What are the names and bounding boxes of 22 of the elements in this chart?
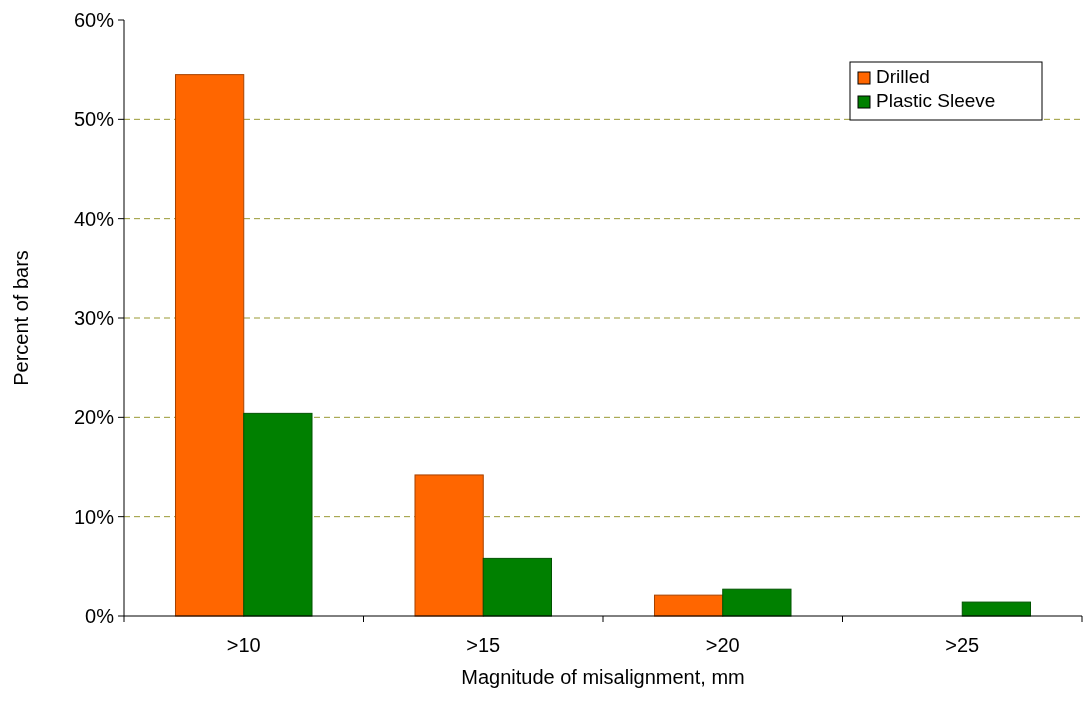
y-tick-label: 50% [73,108,115,131]
bar [482,557,553,617]
y-tick-label: 20% [73,406,115,429]
bar [243,412,313,617]
x-tick-label: >25 [945,634,980,656]
y-tick-label: 30% [73,307,115,329]
x-axis-title: Magnitude of misalignment, mm [461,666,745,688]
y-tick-label: 40% [73,207,115,230]
legend-label: Plastic Sleeve [876,90,996,111]
y-tick-label: 60% [73,9,115,31]
y-axis-title: Percent of bars [10,250,32,386]
bar [653,594,724,617]
x-tick-label: >20 [705,634,740,656]
y-tick-label: 10% [73,505,115,528]
x-tick-label: >15 [466,634,501,656]
bar [414,474,484,617]
legend-label: Drilled [876,66,930,87]
x-tick-label: >10 [226,634,261,656]
y-tick-label: 0% [85,605,115,627]
bar [961,601,1032,617]
bar [722,588,792,617]
bar [174,74,245,617]
